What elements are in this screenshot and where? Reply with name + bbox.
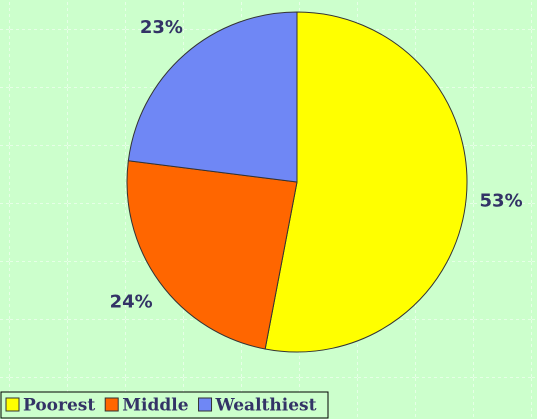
legend-label: Middle (122, 396, 189, 416)
data-label: 24% (110, 291, 153, 312)
pie-slice (264, 11, 468, 353)
pie: 53% 24% 23% (110, 11, 523, 353)
legend-label: Wealthiest (215, 396, 317, 416)
legend-swatch (104, 397, 119, 412)
pie-slice (126, 160, 298, 350)
data-label: 53% (480, 190, 523, 211)
data-label: 23% (140, 17, 183, 38)
legend: Poorest Middle Wealthiest (5, 396, 317, 416)
legend-swatch (198, 397, 213, 412)
legend-label: Poorest (23, 396, 95, 416)
legend-box (0, 391, 329, 419)
pie-slice (127, 11, 298, 183)
legend-swatch (5, 397, 20, 412)
